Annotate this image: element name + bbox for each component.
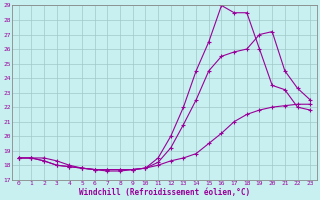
X-axis label: Windchill (Refroidissement éolien,°C): Windchill (Refroidissement éolien,°C)	[79, 188, 250, 197]
